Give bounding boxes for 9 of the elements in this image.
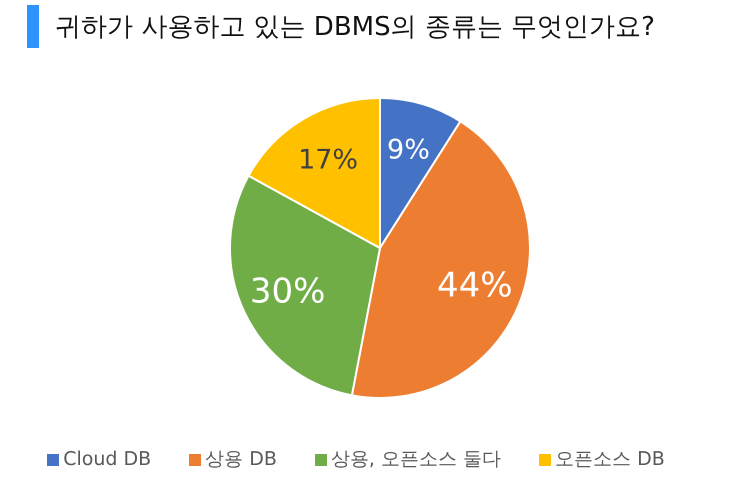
legend-label: Cloud DB bbox=[63, 448, 152, 470]
legend-label: 오픈소스 DB bbox=[555, 448, 665, 470]
legend-label: 상용 DB bbox=[205, 448, 277, 470]
data-label: 30% bbox=[250, 271, 326, 312]
data-label: 44% bbox=[437, 266, 513, 306]
data-label: 17% bbox=[298, 144, 358, 176]
data-label: 9% bbox=[387, 134, 430, 166]
legend-label: 상용, 오픈소스 둘다 bbox=[330, 448, 502, 470]
chart-title: 귀하가 사용하고 있는 DBMS의 종류는 무엇인가요? bbox=[55, 11, 655, 44]
